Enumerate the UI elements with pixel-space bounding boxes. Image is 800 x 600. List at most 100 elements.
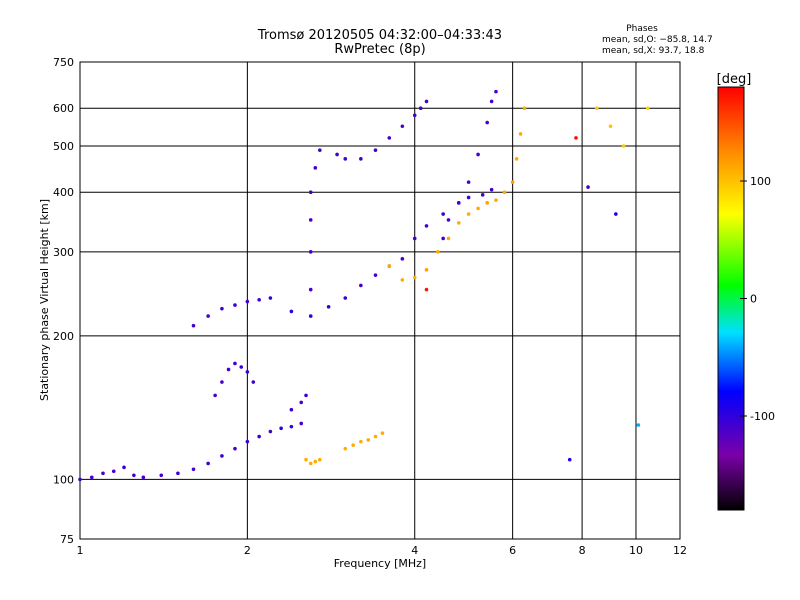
data-point xyxy=(220,306,224,311)
grid-lines xyxy=(80,62,680,539)
data-point xyxy=(387,264,392,268)
data-point xyxy=(132,473,136,478)
colorbar-tick-label: 0 xyxy=(750,293,757,306)
data-point xyxy=(233,303,237,307)
data-point xyxy=(485,120,489,125)
data-point xyxy=(308,287,313,292)
data-point xyxy=(412,113,417,118)
data-point xyxy=(304,457,308,462)
y-tick-label: 400 xyxy=(53,186,74,199)
data-point xyxy=(594,106,599,111)
data-point xyxy=(226,367,231,372)
data-point xyxy=(424,287,429,292)
data-point xyxy=(424,268,429,272)
data-point xyxy=(424,224,429,228)
x-tick-label: 4 xyxy=(411,544,418,557)
data-point xyxy=(268,429,273,434)
data-point xyxy=(373,273,378,277)
data-point xyxy=(220,380,224,384)
data-point xyxy=(308,250,313,254)
data-point xyxy=(245,299,250,304)
data-point xyxy=(289,424,294,429)
data-point xyxy=(424,99,429,104)
data-point xyxy=(245,439,250,444)
data-point xyxy=(466,180,471,184)
data-point xyxy=(514,157,519,161)
data-point xyxy=(257,434,261,439)
data-point xyxy=(489,99,494,104)
data-point xyxy=(89,475,94,480)
data-point xyxy=(308,190,313,195)
data-point xyxy=(289,309,294,314)
chart-subtitle: RwPretec (8p) xyxy=(334,42,425,57)
data-point xyxy=(574,136,578,140)
data-point xyxy=(359,439,363,444)
data-point xyxy=(233,361,237,366)
data-point xyxy=(141,475,146,480)
data-point xyxy=(489,187,494,192)
data-point xyxy=(343,296,348,300)
data-point xyxy=(176,471,180,476)
data-point xyxy=(412,236,417,241)
data-point xyxy=(480,193,485,197)
data-point xyxy=(251,380,256,384)
x-tick-label: 6 xyxy=(509,544,516,557)
data-point xyxy=(380,431,385,435)
x-tick-label: 8 xyxy=(579,544,586,557)
data-point xyxy=(308,314,313,318)
data-point xyxy=(359,283,363,288)
stats-line-x: mean, sd,X: 93.7, 18.8 xyxy=(602,46,705,56)
data-point xyxy=(567,457,572,462)
y-tick-label: 600 xyxy=(53,102,74,115)
data-point xyxy=(441,236,445,241)
data-point xyxy=(313,459,318,464)
x-tick-labels: 1 2 4 6 8 10 12 xyxy=(77,544,688,557)
data-point xyxy=(245,370,250,374)
data-point xyxy=(351,443,355,447)
data-point xyxy=(366,438,371,442)
plot-frame xyxy=(79,61,681,540)
chart-title: Tromsø 20120505 04:32:00–04:33:43 xyxy=(257,28,502,43)
data-point xyxy=(466,195,471,200)
x-tick-label: 12 xyxy=(673,544,687,557)
data-point xyxy=(621,144,626,148)
data-point xyxy=(418,106,423,111)
data-point xyxy=(645,106,650,111)
data-point xyxy=(313,166,318,170)
data-point xyxy=(304,393,308,398)
data-point xyxy=(494,89,498,94)
data-point xyxy=(78,477,82,482)
y-tick-label: 200 xyxy=(53,330,74,343)
data-point xyxy=(522,106,527,111)
data-point xyxy=(335,152,339,157)
data-point xyxy=(206,461,210,466)
data-point xyxy=(476,206,480,211)
data-point xyxy=(485,201,489,205)
data-point xyxy=(299,421,304,426)
data-points xyxy=(78,89,650,482)
data-point xyxy=(279,426,283,431)
colorbar-ticks: 100 0 -100 xyxy=(740,175,775,423)
data-point xyxy=(400,278,405,282)
data-point xyxy=(191,467,196,472)
data-point xyxy=(343,446,348,451)
data-point xyxy=(456,201,461,205)
colorbar-tick-label: 100 xyxy=(750,175,771,188)
colorbar xyxy=(717,86,745,511)
x-tick-label: 1 xyxy=(77,544,84,557)
data-point xyxy=(191,323,196,328)
data-point xyxy=(466,212,471,216)
data-point xyxy=(122,465,126,470)
data-point xyxy=(233,446,237,451)
data-point xyxy=(614,212,618,216)
data-point xyxy=(510,180,515,184)
data-point xyxy=(299,400,304,405)
data-point xyxy=(387,136,392,140)
data-point xyxy=(412,275,417,280)
data-point xyxy=(608,124,613,129)
data-point xyxy=(476,152,480,157)
y-tick-label: 300 xyxy=(53,246,74,259)
y-axis-label: Stationary phase Virtual Height [km] xyxy=(38,199,51,401)
data-point xyxy=(435,250,440,254)
stats-heading: Phases xyxy=(626,24,658,34)
